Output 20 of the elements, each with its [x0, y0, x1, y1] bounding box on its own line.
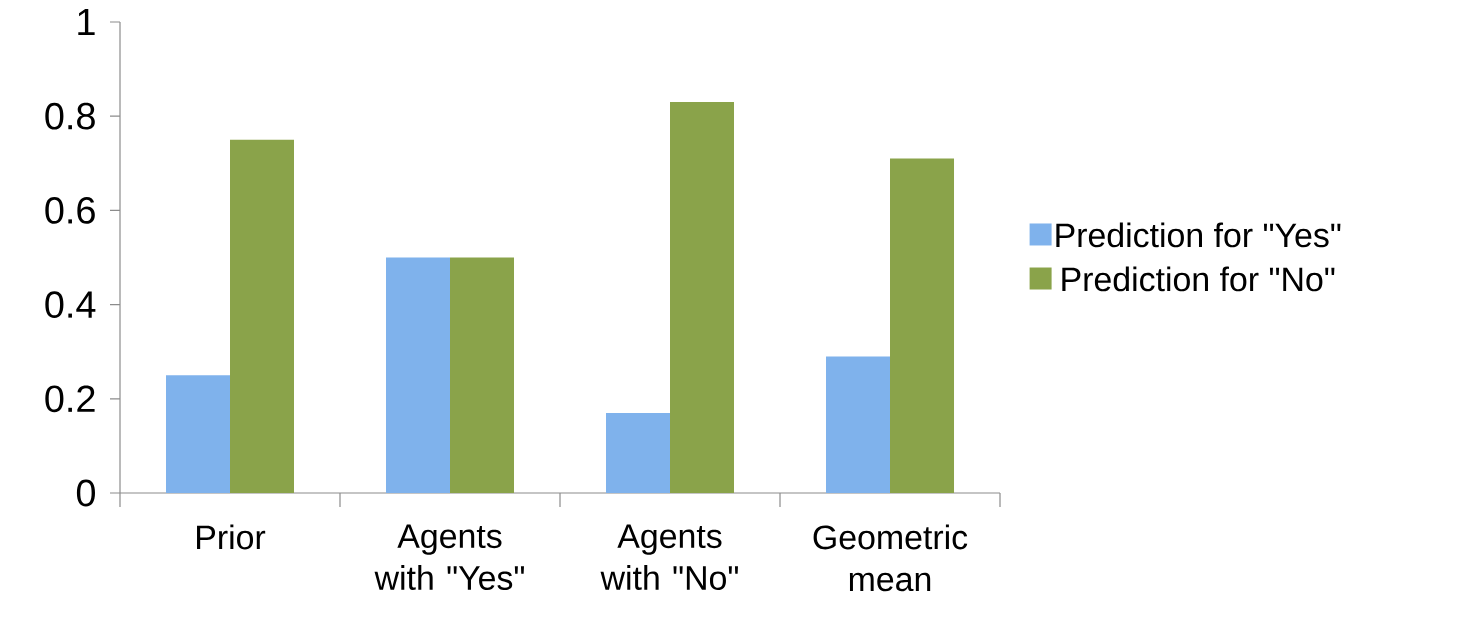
x-tick-label: Prior: [197, 524, 266, 550]
bar: [166, 375, 230, 493]
legend-label: Prediction for "Yes": [1056, 222, 1341, 248]
bar: [606, 412, 670, 493]
bar: [386, 257, 450, 493]
y-tick-label: 0.4: [45, 291, 96, 319]
y-tick-label: 0.8: [45, 102, 95, 130]
legend-label: Prediction for "No": [1062, 266, 1335, 292]
y-tick-label: 0: [76, 479, 95, 507]
x-tick-label: Agents with "Yes": [374, 524, 524, 590]
x-tick-label: Agents with "No": [600, 524, 738, 590]
bar: [230, 139, 294, 493]
x-tick-label: Geometric mean: [813, 524, 968, 592]
y-tick-label: 1: [78, 8, 95, 36]
bar: [890, 158, 955, 493]
bar: [450, 257, 514, 493]
bar: [670, 102, 734, 493]
bar: [826, 356, 890, 493]
y-tick-label: 0.6: [45, 196, 95, 224]
y-tick-label: 0.2: [45, 385, 95, 413]
